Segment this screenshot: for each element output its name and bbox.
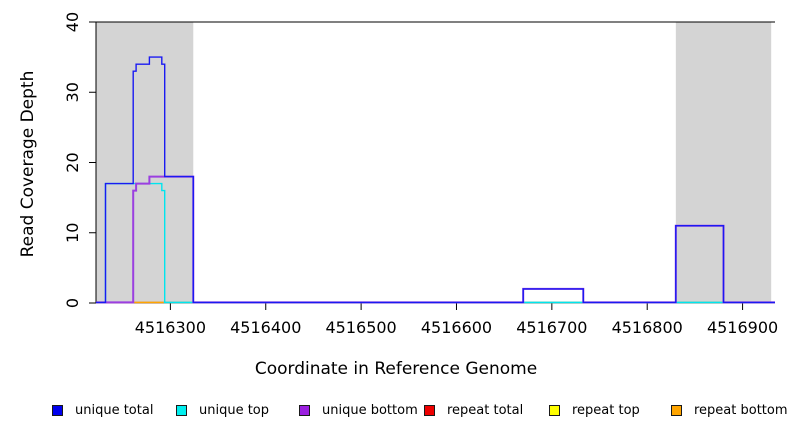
legend-label: repeat bottom [694, 402, 788, 418]
legend-item-unique-bottom: unique bottom [299, 399, 418, 421]
legend-item-repeat-top: repeat top [549, 399, 640, 421]
y-tick-label: 10 [63, 223, 82, 243]
legend-label: repeat total [447, 402, 524, 418]
y-tick-label: 30 [63, 82, 82, 102]
legend-label: unique total [75, 402, 154, 418]
series-unique-bottom [96, 175, 775, 304]
series-unique-total [96, 56, 775, 304]
legend-item-unique-total: unique total [52, 399, 153, 421]
legend-item-repeat-total: repeat total [424, 399, 523, 421]
x-tick-label: 4516800 [612, 318, 683, 337]
legend-swatch-repeat-top [549, 404, 560, 416]
legend-swatch-repeat-bottom [671, 404, 682, 416]
y-tick-label: 20 [63, 152, 82, 172]
legend-label: unique bottom [322, 402, 418, 418]
x-tick-label: 4516900 [707, 318, 778, 337]
legend-item-unique-top: unique top [176, 399, 269, 421]
y-axis-title: Read Coverage Depth [18, 70, 38, 258]
x-tick-label: 4516400 [230, 318, 301, 337]
x-tick-label: 4516300 [135, 318, 206, 337]
series-unique-top [96, 182, 775, 304]
x-tick-label: 4516600 [421, 318, 492, 337]
x-tick-label: 4516700 [516, 318, 587, 337]
legend-swatch-repeat-total [424, 404, 435, 416]
legend-label: repeat top [572, 402, 640, 418]
y-tick-label: 0 [63, 298, 82, 308]
legend-label: unique top [199, 402, 270, 418]
legend-item-repeat-bottom: repeat bottom [671, 399, 788, 421]
legend-swatch-unique-total [52, 404, 63, 416]
x-axis-title: Coordinate in Reference Genome [254, 359, 538, 379]
repeat-region-shade [96, 22, 194, 303]
legend-swatch-unique-bottom [299, 404, 310, 416]
x-tick-label: 4516500 [325, 318, 396, 337]
legend: unique total unique top unique bottom repea… [0, 399, 792, 421]
legend-swatch-unique-top [176, 404, 187, 416]
y-tick-label: 40 [63, 12, 82, 32]
